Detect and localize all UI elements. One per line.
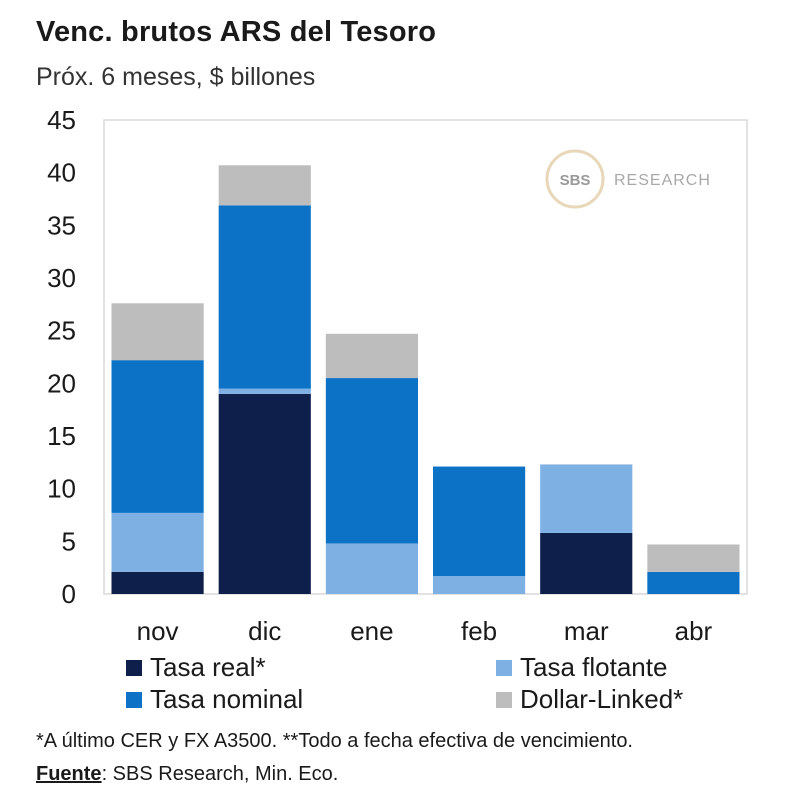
bar-segment — [111, 360, 204, 513]
bar-segment — [647, 571, 740, 594]
y-tick-label: 35 — [47, 210, 76, 240]
legend-item-dollar-linked: Dollar-Linked* — [496, 684, 683, 715]
legend-label: Tasa nominal — [150, 684, 304, 714]
watermark-badge-icon — [545, 149, 605, 209]
legend-swatch — [126, 691, 142, 708]
bar-segment — [218, 205, 311, 389]
source-text: : SBS Research, Min. Eco. — [101, 763, 339, 785]
legend-item-tasa-real: Tasa real* — [126, 652, 266, 683]
y-tick-label: 20 — [47, 368, 76, 398]
bar-segment — [433, 576, 526, 594]
y-tick-label: 0 — [62, 579, 76, 609]
bar-segment — [111, 571, 204, 594]
legend-label: Dollar-Linked* — [520, 684, 684, 714]
legend-label: Tasa flotante — [520, 652, 668, 682]
x-tick-label: ene — [350, 616, 393, 646]
bar-segment — [433, 466, 526, 577]
y-tick-label: 15 — [47, 421, 76, 451]
x-tick-label: abr — [675, 616, 713, 646]
source-label: Fuente — [36, 763, 102, 785]
bar-segment — [111, 303, 204, 361]
bar-segment — [325, 333, 418, 379]
y-tick-label: 5 — [62, 526, 76, 556]
bar-segment — [540, 532, 633, 594]
y-tick-label: 45 — [47, 105, 76, 135]
chart-title: Venc. brutos ARS del Tesoro — [36, 16, 437, 48]
plot-frame — [103, 119, 748, 595]
x-tick-label: mar — [564, 616, 609, 646]
y-tick-label: 10 — [47, 474, 76, 504]
y-tick-label: 30 — [47, 263, 76, 293]
y-tick-label: 40 — [47, 158, 76, 188]
source-line: Fuente: SBS Research, Min. Eco. — [36, 763, 338, 786]
bar-segment — [647, 544, 740, 572]
watermark-text: RESEARCH — [614, 172, 711, 189]
legend-item-tasa-flotante: Tasa flotante — [496, 652, 667, 683]
chart-subtitle: Próx. 6 meses, $ billones — [36, 63, 316, 91]
bar-segment — [540, 464, 633, 533]
legend-label: Tasa real* — [150, 652, 266, 682]
footnote: *A último CER y FX A3500. **Todo a fecha… — [36, 730, 633, 752]
x-tick-label: nov — [137, 616, 179, 646]
watermark-badge-text: SBS — [560, 172, 591, 189]
legend-item-tasa-nominal: Tasa nominal — [126, 684, 303, 715]
bar-segment — [218, 165, 311, 206]
legend-swatch — [496, 691, 512, 708]
legend-swatch — [496, 659, 512, 676]
x-tick-label: dic — [248, 616, 281, 646]
bar-segment — [325, 378, 418, 544]
bar-segment — [218, 388, 311, 394]
bar-segment — [325, 543, 418, 594]
bar-segment — [111, 512, 204, 572]
chart-canvas: 0 5 10 15 20 25 30 35 40 45 nov dic ene feb mar abr SBS R… — [47, 105, 748, 646]
legend-swatch — [126, 659, 142, 676]
y-tick-label: 25 — [47, 316, 76, 346]
bar-segment — [218, 393, 311, 594]
x-tick-label: feb — [461, 616, 497, 646]
